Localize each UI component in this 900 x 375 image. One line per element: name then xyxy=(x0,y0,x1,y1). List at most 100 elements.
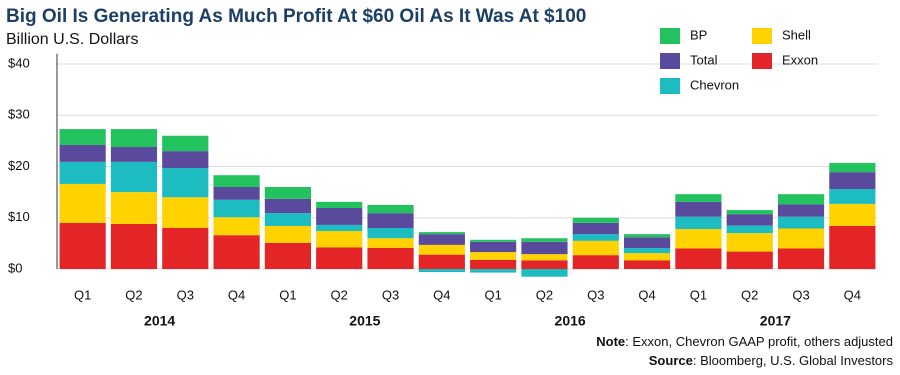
bar-segment xyxy=(777,204,825,217)
bar-segment xyxy=(572,234,619,241)
bar-segment xyxy=(264,225,311,243)
bar-segment xyxy=(418,269,465,273)
x-tick-label: Q3 xyxy=(177,287,194,302)
legend-label: Total xyxy=(690,52,718,67)
chart-title: Big Oil Is Generating As Much Profit At … xyxy=(6,6,586,27)
bar-segment xyxy=(110,223,158,269)
bar-segment xyxy=(367,247,414,269)
x-tick-label: Q4 xyxy=(433,287,450,302)
note: Note: Exxon, Chevron GAAP profit, others… xyxy=(596,334,893,349)
bar-segment xyxy=(829,203,876,226)
bar-segment xyxy=(110,147,158,162)
bar-segment xyxy=(162,197,209,228)
bar-segment xyxy=(726,225,773,234)
bar-segment xyxy=(316,208,363,225)
x-tick-label: Q2 xyxy=(536,287,553,302)
bar-segment xyxy=(264,187,311,199)
bar-segment xyxy=(624,237,671,248)
x-tick-label: Q4 xyxy=(228,287,245,302)
bar-segment xyxy=(162,151,209,169)
x-tick-label: Q1 xyxy=(690,287,707,302)
y-tick-label: $40 xyxy=(8,55,30,70)
x-tick-label: Q2 xyxy=(331,287,348,302)
bar-segment xyxy=(162,168,209,198)
bar-segment xyxy=(110,192,158,224)
bar-segment xyxy=(624,247,671,254)
x-tick-label: Q1 xyxy=(74,287,91,302)
bar-segment xyxy=(675,194,722,202)
x-group-label: 2015 xyxy=(349,313,380,329)
bar-segment xyxy=(470,239,517,242)
bar-segment xyxy=(264,198,311,214)
bar-segment xyxy=(367,238,414,248)
legend-swatch xyxy=(660,53,680,69)
x-tick-label: Q4 xyxy=(844,287,861,302)
x-tick-label: Q3 xyxy=(587,287,604,302)
bar-segment xyxy=(521,241,568,255)
bar-segment xyxy=(777,216,825,229)
bar-segment xyxy=(777,194,825,205)
bar-segment xyxy=(418,254,465,269)
x-tick-label: Q1 xyxy=(279,287,296,302)
bar-segment xyxy=(316,201,363,209)
bar-segment xyxy=(726,233,773,252)
bar-segment xyxy=(829,162,876,173)
bar-segment xyxy=(675,248,722,269)
legend-label: Exxon xyxy=(782,52,818,67)
bar-segment xyxy=(777,248,825,269)
bar-segment xyxy=(675,229,722,249)
chart-subtitle: Billion U.S. Dollars xyxy=(6,31,138,48)
bar-segment xyxy=(110,161,158,193)
bar-segment xyxy=(572,240,619,256)
bar-segment xyxy=(470,241,517,253)
bar-segment xyxy=(162,135,209,152)
bar-segment xyxy=(470,259,517,269)
x-tick-label: Q4 xyxy=(638,287,655,302)
x-tick-label: Q2 xyxy=(125,287,142,302)
bar-segment xyxy=(418,232,465,235)
x-group-label: 2014 xyxy=(144,313,175,329)
bar-segment xyxy=(418,234,465,245)
bar-segment xyxy=(624,253,671,261)
bar-segment xyxy=(162,228,209,269)
y-tick-label: $30 xyxy=(8,107,30,122)
bar-segment xyxy=(675,201,722,217)
bar-segment xyxy=(726,251,773,269)
x-tick-label: Q3 xyxy=(382,287,399,302)
bar-segment xyxy=(777,228,825,249)
bar-segment xyxy=(572,222,619,235)
legend-label: BP xyxy=(690,27,707,42)
bar-segment xyxy=(213,187,260,200)
bar-segment xyxy=(264,242,311,269)
x-tick-label: Q3 xyxy=(792,287,809,302)
bar-segment xyxy=(213,235,260,269)
legend-label: Chevron xyxy=(690,77,739,92)
x-tick-label: Q1 xyxy=(484,287,501,302)
bar-segment xyxy=(59,144,106,162)
bar-segment xyxy=(110,129,158,148)
bar-segment xyxy=(829,172,876,190)
bar-segment xyxy=(213,175,260,187)
bar-segment xyxy=(521,254,568,261)
x-group-label: 2017 xyxy=(760,313,791,329)
note-label: Note xyxy=(596,334,625,349)
bar-segment xyxy=(829,225,876,269)
bar-segment xyxy=(572,255,619,269)
bar-segment xyxy=(316,224,363,232)
bar-segment xyxy=(59,183,106,223)
x-tick-label: Q2 xyxy=(741,287,758,302)
y-tick-label: $0 xyxy=(8,260,22,275)
note-text: : Exxon, Chevron GAAP profit, others adj… xyxy=(625,334,893,349)
bar-segment xyxy=(59,161,106,184)
source-label: Source xyxy=(649,353,693,368)
bar-segment xyxy=(213,217,260,236)
bar-segment xyxy=(726,210,773,215)
bar-segment xyxy=(59,129,106,145)
bar-segment xyxy=(264,213,311,226)
bar-segment xyxy=(624,260,671,269)
bar-segment xyxy=(521,260,568,269)
bar-segment xyxy=(367,213,414,228)
bar-segment xyxy=(59,222,106,269)
bar-segment xyxy=(521,269,568,277)
legend-label: Shell xyxy=(782,27,811,42)
